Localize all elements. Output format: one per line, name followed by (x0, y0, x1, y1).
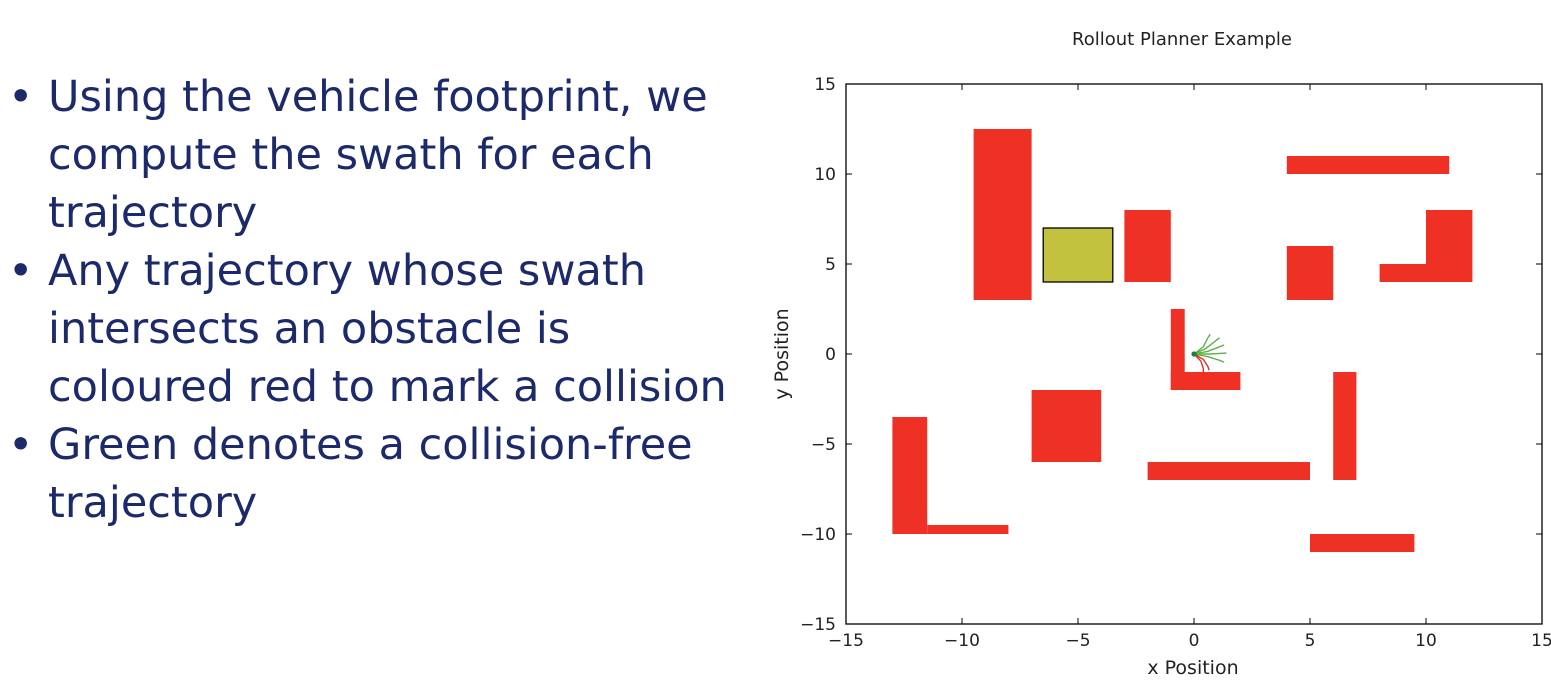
collision-trajectory-line (1193, 353, 1204, 372)
x-tick-label: −5 (1065, 631, 1090, 651)
y-tick-label: −5 (811, 435, 836, 455)
collision-trajectory-line (1193, 353, 1210, 371)
y-tick-label: −10 (800, 525, 836, 545)
obstacle-rect (1310, 534, 1415, 552)
obstacle-rect (973, 129, 1032, 300)
free-trajectory-line (1193, 344, 1225, 355)
rollout-planner-chart: Rollout Planner Example x Position y Pos… (771, 29, 1551, 679)
plot-layer (892, 129, 1473, 552)
obstacle-rect (1286, 156, 1450, 174)
bullet-item: Green denotes a collision-free trajector… (0, 416, 760, 532)
x-tick-label: 10 (1415, 631, 1437, 651)
y-tick-label: −15 (800, 615, 836, 635)
bullet-item: Using the vehicle footprint, we compute … (0, 68, 760, 242)
free-trajectory-line (1193, 333, 1211, 355)
free-trajectory-line (1193, 337, 1220, 355)
y-tick-label: 15 (814, 75, 836, 95)
x-axis-label: x Position (1147, 657, 1238, 679)
vehicle-marker (1191, 351, 1197, 357)
obstacle-rect (927, 525, 1009, 534)
y-axis-label: y Position (771, 308, 793, 399)
ticks-layer: −15 −10 −5 0 5 10 15 15 10 5 0 −5 −10 −15 (800, 75, 1551, 651)
y-tick-label: 0 (825, 345, 836, 365)
y-tick-label: 5 (825, 255, 836, 275)
bullet-list: Using the vehicle footprint, we compute … (0, 68, 760, 532)
free-trajectory-line (1194, 352, 1227, 355)
x-tick-label: 0 (1189, 631, 1200, 651)
obstacle-rect (1379, 264, 1426, 282)
obstacle-rect (1031, 390, 1102, 462)
obstacle-rect (1170, 309, 1185, 390)
free-trajectory-line (1193, 353, 1225, 363)
x-tick-label: −15 (828, 631, 864, 651)
obstacle-rect (1426, 210, 1473, 282)
obstacle-rect (1147, 462, 1310, 480)
y-tick-label: 10 (814, 165, 836, 185)
bullet-item: Any trajectory whose swath intersects an… (0, 242, 760, 416)
obstacle-rect (1286, 246, 1334, 300)
x-tick-label: −10 (944, 631, 980, 651)
x-tick-label: 15 (1531, 631, 1551, 651)
obstacle-rect (1124, 210, 1171, 282)
obstacle-rect (1333, 372, 1357, 480)
chart-title: Rollout Planner Example (1072, 29, 1292, 50)
obstacle-rect (892, 417, 928, 534)
obstacle-rect (1170, 372, 1241, 390)
goal-region (1042, 227, 1114, 283)
x-tick-label: 5 (1305, 631, 1316, 651)
